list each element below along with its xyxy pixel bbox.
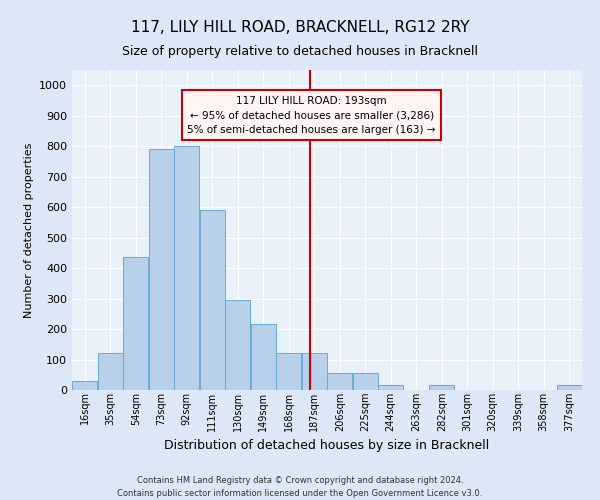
Text: Size of property relative to detached houses in Bracknell: Size of property relative to detached ho…: [122, 45, 478, 58]
Y-axis label: Number of detached properties: Number of detached properties: [23, 142, 34, 318]
Bar: [302, 354, 326, 390]
Bar: [251, 324, 275, 390]
Bar: [328, 373, 352, 390]
Bar: [200, 210, 224, 390]
Bar: [73, 381, 97, 390]
Bar: [98, 354, 122, 390]
X-axis label: Distribution of detached houses by size in Bracknell: Distribution of detached houses by size …: [164, 439, 490, 452]
Text: 117 LILY HILL ROAD: 193sqm
← 95% of detached houses are smaller (3,286)
5% of se: 117 LILY HILL ROAD: 193sqm ← 95% of deta…: [187, 96, 436, 135]
Bar: [226, 300, 250, 390]
Bar: [175, 146, 199, 390]
Text: 117, LILY HILL ROAD, BRACKNELL, RG12 2RY: 117, LILY HILL ROAD, BRACKNELL, RG12 2RY: [131, 20, 469, 35]
Bar: [277, 354, 301, 390]
Bar: [149, 149, 173, 390]
Text: Contains HM Land Registry data © Crown copyright and database right 2024.
Contai: Contains HM Land Registry data © Crown c…: [118, 476, 482, 498]
Bar: [353, 373, 377, 390]
Bar: [557, 386, 581, 390]
Bar: [430, 386, 454, 390]
Bar: [124, 258, 148, 390]
Bar: [379, 386, 403, 390]
